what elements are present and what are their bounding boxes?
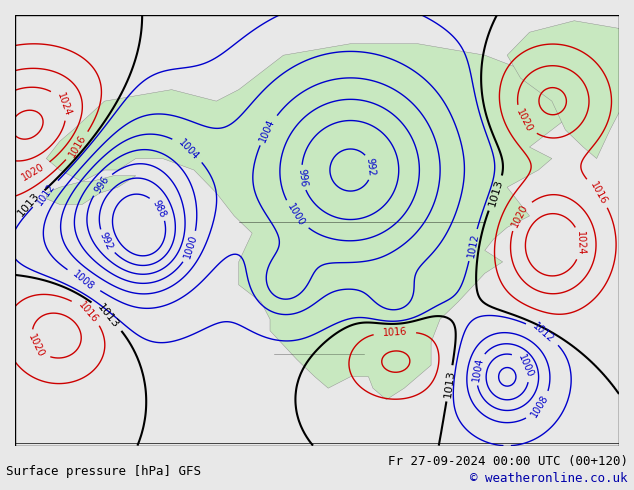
Text: Fr 27-09-2024 00:00 UTC (00+120): Fr 27-09-2024 00:00 UTC (00+120) bbox=[387, 455, 628, 468]
Text: 1008: 1008 bbox=[529, 393, 551, 419]
Text: 1020: 1020 bbox=[510, 202, 529, 229]
Text: 1016: 1016 bbox=[76, 299, 100, 324]
Text: 1016: 1016 bbox=[588, 180, 608, 206]
Text: 1000: 1000 bbox=[183, 234, 199, 260]
Polygon shape bbox=[46, 44, 574, 400]
Text: 1024: 1024 bbox=[55, 91, 72, 118]
Text: 1016: 1016 bbox=[67, 133, 88, 159]
Text: 1013: 1013 bbox=[487, 178, 504, 208]
Text: 1000: 1000 bbox=[285, 202, 306, 228]
Text: 1020: 1020 bbox=[26, 332, 46, 359]
Polygon shape bbox=[46, 176, 136, 204]
Polygon shape bbox=[507, 21, 634, 159]
Text: Surface pressure [hPa] GFS: Surface pressure [hPa] GFS bbox=[6, 465, 202, 478]
Text: 1004: 1004 bbox=[177, 137, 201, 162]
Text: 1024: 1024 bbox=[574, 231, 585, 256]
Text: 1012: 1012 bbox=[531, 321, 556, 345]
Text: 1013: 1013 bbox=[95, 302, 120, 330]
Text: 1012: 1012 bbox=[465, 232, 480, 258]
Text: 1008: 1008 bbox=[71, 269, 96, 292]
Text: 992: 992 bbox=[365, 157, 377, 177]
Text: 1000: 1000 bbox=[517, 353, 536, 379]
Text: 1012: 1012 bbox=[34, 181, 56, 207]
Text: 996: 996 bbox=[296, 168, 308, 187]
Text: 996: 996 bbox=[93, 174, 111, 195]
Text: 1016: 1016 bbox=[382, 327, 407, 338]
Bar bbox=[15, 15, 619, 445]
Text: 1013: 1013 bbox=[16, 191, 42, 218]
Text: 1004: 1004 bbox=[258, 117, 277, 144]
Text: © weatheronline.co.uk: © weatheronline.co.uk bbox=[470, 472, 628, 485]
Text: 1020: 1020 bbox=[20, 162, 46, 183]
Text: 1013: 1013 bbox=[443, 369, 456, 398]
Text: 988: 988 bbox=[151, 198, 168, 219]
Text: 992: 992 bbox=[98, 231, 114, 252]
Text: 1004: 1004 bbox=[470, 356, 484, 382]
Text: 1020: 1020 bbox=[514, 107, 534, 134]
